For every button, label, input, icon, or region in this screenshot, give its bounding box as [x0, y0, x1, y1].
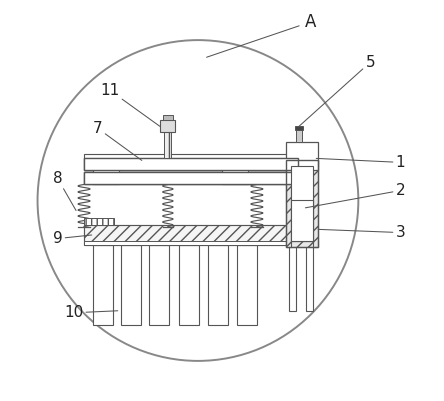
Bar	[295, 126, 303, 130]
Bar	[164, 132, 171, 158]
Bar	[93, 160, 119, 184]
Bar	[286, 160, 318, 247]
Text: 2: 2	[305, 183, 405, 208]
Bar	[286, 160, 291, 247]
Bar	[83, 172, 298, 184]
Text: 3: 3	[318, 225, 405, 240]
Bar	[83, 241, 298, 245]
Bar	[313, 160, 318, 247]
Bar	[207, 245, 228, 325]
Text: 9: 9	[53, 231, 91, 246]
Bar	[149, 245, 169, 325]
Text: 1: 1	[316, 155, 405, 170]
Bar	[83, 172, 298, 184]
Bar	[237, 245, 257, 325]
Bar	[291, 200, 313, 241]
Bar	[83, 158, 298, 170]
Bar	[93, 245, 113, 325]
Bar	[178, 245, 199, 325]
Bar	[286, 160, 318, 166]
Bar	[306, 245, 313, 311]
Bar	[83, 218, 114, 225]
Bar	[83, 154, 298, 158]
Bar	[286, 241, 318, 247]
Text: 11: 11	[100, 83, 160, 126]
Bar	[121, 245, 141, 325]
Bar	[83, 158, 298, 170]
Bar	[297, 130, 301, 142]
Bar	[289, 245, 296, 311]
Bar	[160, 120, 175, 132]
Bar	[163, 115, 173, 120]
Text: 10: 10	[64, 305, 118, 320]
Bar	[291, 166, 313, 241]
Text: 8: 8	[53, 171, 76, 211]
Bar	[286, 142, 318, 170]
Bar	[286, 160, 298, 184]
Text: 7: 7	[93, 121, 142, 160]
Text: 5: 5	[299, 55, 375, 126]
Bar	[222, 160, 248, 184]
Bar	[83, 225, 298, 245]
Text: A: A	[206, 13, 316, 57]
